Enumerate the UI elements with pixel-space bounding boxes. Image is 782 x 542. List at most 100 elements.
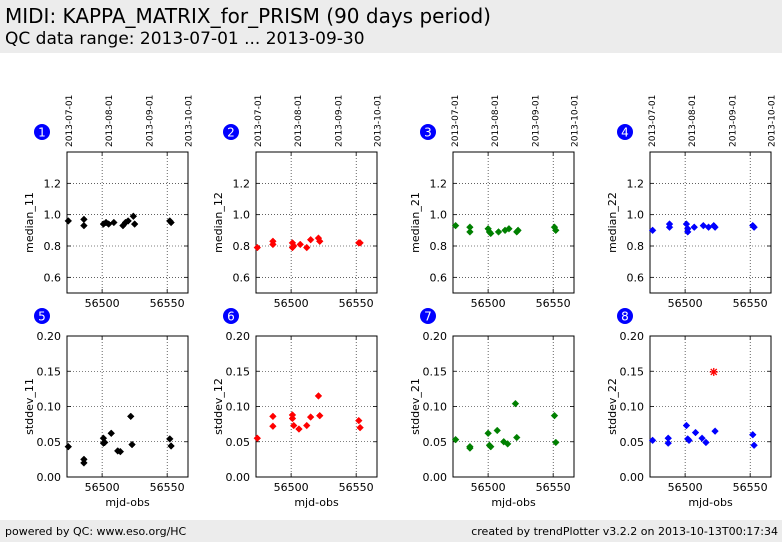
data-point [253,434,262,442]
page-title: MIDI: KAPPA_MATRIX_for_PRISM (90 days pe… [5,4,491,28]
x-tick-label: 56500 [668,481,703,494]
y-tick-label: 0.05 [620,436,645,449]
y-tick-label: 0.00 [226,471,251,484]
y-tick-label: 1.2 [430,177,448,190]
badge-number: 8 [621,310,629,324]
data-point [514,226,522,235]
badge-number: 1 [38,126,46,140]
y-tick-label: 0.00 [423,471,448,484]
data-point [288,414,297,423]
data-point [512,433,521,442]
data-point [296,240,304,249]
date-tick-label: 2013-09-01 [728,95,738,147]
data-point [253,243,262,252]
data-point [690,223,698,231]
y-tick-label: 0.10 [37,401,62,414]
data-point [306,235,315,244]
panel-number-badge: 6 [223,308,239,324]
badge-circle [34,124,50,140]
badge-circle [420,308,436,324]
y-tick-label: 0.6 [627,271,645,284]
data-point [750,441,758,450]
y-tick-label: 0.15 [226,365,251,378]
plot-frame [452,151,575,294]
badge-circle [420,124,436,140]
date-tick-label: 2013-07-01 [254,95,264,147]
badge-circle [617,308,633,324]
data-point [683,228,692,236]
data-point [486,442,495,451]
y-tick-label: 0.10 [620,401,645,414]
date-tick-label: 2013-07-01 [451,95,461,147]
y-axis-label: stddev_12 [212,378,225,435]
data-point [107,429,115,438]
data-point [711,223,719,231]
badge-circle [223,124,239,140]
y-tick-label: 0.05 [423,436,448,449]
panel-5: 56500 56550 0.00 0.05 0.10 0.15 0.20 stddev_11m… [23,308,189,509]
data-point [511,399,520,408]
panel-7: 56500 56550 0.00 0.05 0.10 0.15 0.20 stddev_21m… [409,308,575,509]
y-tick-label: 0.6 [44,271,62,284]
data-point [302,421,311,430]
date-tick-label: 2013-10-01 [374,95,384,147]
data-point [648,226,657,235]
badge-number: 4 [621,126,629,140]
data-point [702,438,710,447]
x-axis-label: mjd-obs [105,496,150,509]
y-tick-label: 0.10 [423,401,448,414]
x-tick-label: 56550 [339,297,374,310]
y-tick-label: 0.6 [430,271,448,284]
data-point [648,436,657,445]
panel-number-badge: 2 [223,124,239,140]
data-point [356,239,364,247]
badge-number: 6 [227,310,235,324]
y-axis-label: median_21 [409,192,422,253]
x-tick-label: 56550 [339,481,374,494]
page-subtitle: QC data range: 2013-07-01 ... 2013-09-30 [5,29,365,49]
data-point [466,228,474,236]
data-point [550,411,559,420]
data-point [494,228,503,236]
y-tick-label: 0.15 [423,365,448,378]
data-point [128,440,136,449]
y-tick-label: 0.10 [226,401,251,414]
y-tick-label: 0.15 [37,365,62,378]
data-point [126,412,135,421]
y-tick-label: 1.0 [44,209,62,222]
data-point [682,421,691,430]
data-point [130,220,139,228]
y-tick-label: 0.20 [226,330,251,343]
data-point [110,218,118,227]
x-tick-label: 56550 [536,297,571,310]
plot-frame [255,151,378,294]
data-point [451,435,460,444]
x-tick-label: 56550 [733,481,768,494]
data-point [64,442,73,451]
data-point [314,392,323,400]
x-tick-label: 56500 [274,297,309,310]
x-tick-label: 56500 [274,481,309,494]
x-tick-label: 56500 [85,481,120,494]
data-point [356,423,364,432]
footer-powered-by: powered by QC: www.eso.org/HC [5,525,187,538]
y-tick-label: 0.6 [233,271,251,284]
header-bar: MIDI: KAPPA_MATRIX_for_PRISM (90 days pe… [0,0,782,53]
date-tick-label: 2013-08-01 [688,95,698,147]
badge-circle [34,308,50,324]
x-tick-label: 56500 [85,297,120,310]
y-tick-label: 1.2 [627,177,645,190]
x-tick-label: 56550 [150,297,185,310]
x-tick-label: 56550 [536,481,571,494]
data-point [64,217,73,225]
data-point [295,425,303,433]
data-point [552,438,560,447]
panel-6: 56500 56550 0.00 0.05 0.10 0.15 0.20 stddev_12m… [212,308,378,509]
data-point [80,221,88,230]
x-tick-label: 56550 [150,481,185,494]
data-point [302,243,311,252]
date-tick-label: 2013-07-01 [65,95,75,147]
panel-2: 56500 56550 0.6 0.8 1.0 1.2 median_12 2013-07-0… [212,95,384,310]
date-tick-label: 2013-09-01 [531,95,541,147]
y-axis-label: stddev_22 [606,378,619,435]
